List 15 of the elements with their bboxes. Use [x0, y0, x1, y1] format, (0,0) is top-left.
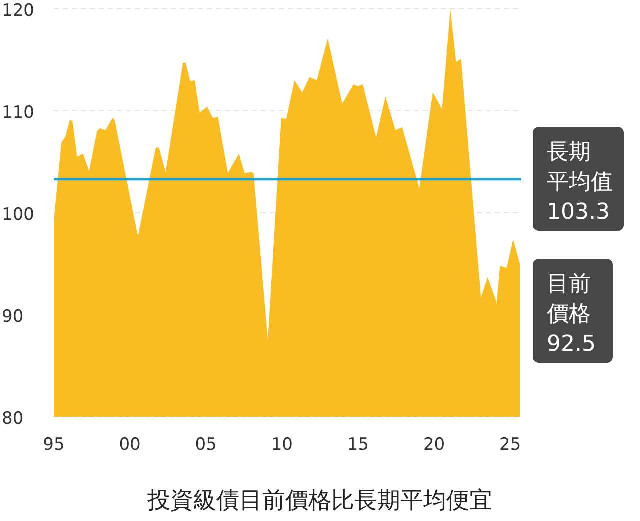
y-tick-label: 80: [2, 409, 24, 429]
x-tick-label: 00: [119, 435, 141, 455]
y-tick-label: 100: [2, 205, 34, 225]
x-tick-label: 05: [195, 435, 217, 455]
text: 目前價格92.5: [547, 272, 596, 357]
y-tick-label: 90: [2, 307, 24, 327]
text: 投資級債目前價格比長期平均便宜: [146, 488, 492, 514]
x-tick-label: 95: [43, 435, 65, 455]
y-tick-label: 110: [2, 103, 34, 123]
x-tick-label: 25: [500, 435, 522, 455]
y-tick-label: 120: [2, 1, 34, 21]
x-tick-label: 20: [423, 435, 446, 455]
x-tick-label: 15: [347, 435, 370, 455]
ref-line-label: 長期平均值103.3: [547, 140, 613, 225]
x-tick-label: 10: [271, 435, 293, 455]
